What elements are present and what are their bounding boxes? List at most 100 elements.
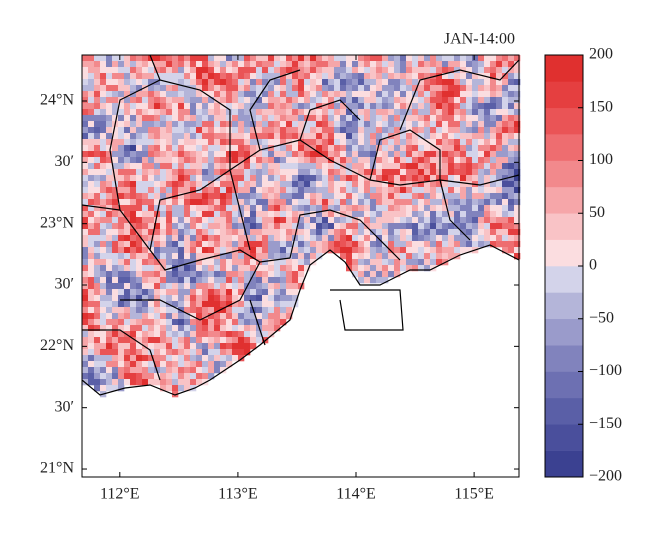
heat-cell: [190, 157, 197, 164]
heat-cell: [382, 199, 389, 206]
heat-cell: [394, 223, 401, 230]
heat-cell: [304, 151, 311, 158]
heat-cell: [106, 361, 113, 368]
heat-cell: [256, 187, 263, 194]
heat-cell: [118, 133, 125, 140]
heat-cell: [208, 355, 215, 362]
heat-cell: [286, 181, 293, 188]
heat-cell: [148, 151, 155, 158]
heat-cell: [478, 235, 485, 242]
heat-cell: [88, 211, 95, 218]
heat-cell: [118, 115, 125, 122]
heat-cell: [214, 55, 221, 62]
heat-cell: [340, 229, 347, 236]
heat-cell: [154, 73, 161, 80]
heat-cell: [154, 181, 161, 188]
heat-cell: [448, 55, 455, 62]
heat-cell: [82, 199, 89, 206]
heat-cell: [454, 217, 461, 224]
heat-cell: [280, 199, 287, 206]
heat-cell: [496, 73, 503, 80]
heat-cell: [160, 379, 167, 386]
heat-cell: [118, 157, 125, 164]
heat-cell: [142, 205, 149, 212]
heat-cell: [226, 97, 233, 104]
heat-cell: [190, 169, 197, 176]
heat-cell: [208, 109, 215, 116]
heat-cell: [172, 79, 179, 86]
heat-cell: [274, 325, 281, 332]
heat-cell: [364, 97, 371, 104]
heat-cell: [436, 127, 443, 134]
heat-cell: [124, 175, 131, 182]
heat-cell: [208, 91, 215, 98]
heat-cell: [346, 103, 353, 110]
heat-cell: [376, 103, 383, 110]
heat-cell: [136, 97, 143, 104]
heat-cell: [262, 301, 269, 308]
heat-cell: [502, 247, 509, 254]
heat-cell: [268, 103, 275, 110]
heat-cell: [478, 241, 485, 248]
heat-cell: [304, 187, 311, 194]
heat-cell: [478, 79, 485, 86]
heat-cell: [112, 313, 119, 320]
heat-cell: [154, 241, 161, 248]
heat-cell: [178, 193, 185, 200]
heat-cell: [298, 103, 305, 110]
heat-cell: [364, 169, 371, 176]
heat-cell: [172, 313, 179, 320]
heat-cell: [370, 229, 377, 236]
heat-cell: [166, 211, 173, 218]
heat-cell: [172, 121, 179, 128]
heat-cell: [244, 91, 251, 98]
heat-cell: [190, 199, 197, 206]
heat-cell: [376, 55, 383, 62]
heat-cell: [136, 319, 143, 326]
heat-cell: [262, 223, 269, 230]
heat-cell: [202, 187, 209, 194]
heat-cell: [370, 151, 377, 158]
heat-cell: [214, 271, 221, 278]
heat-cell: [280, 193, 287, 200]
heat-cell: [196, 211, 203, 218]
heat-cell: [94, 259, 101, 266]
heat-cell: [376, 199, 383, 206]
heat-cell: [172, 67, 179, 74]
heat-cell: [190, 91, 197, 98]
heat-cell: [436, 229, 443, 236]
heat-cell: [238, 331, 245, 338]
heat-cell: [160, 169, 167, 176]
heat-cell: [364, 217, 371, 224]
heat-cell: [316, 67, 323, 74]
heat-cell: [82, 187, 89, 194]
heat-cell: [190, 151, 197, 158]
heat-cell: [454, 175, 461, 182]
heat-cell: [304, 199, 311, 206]
heat-cell: [196, 127, 203, 134]
heat-cell: [388, 145, 395, 152]
heat-cell: [454, 145, 461, 152]
heat-cell: [304, 133, 311, 140]
heat-cell: [172, 139, 179, 146]
heat-cell: [364, 241, 371, 248]
heat-cell: [172, 265, 179, 272]
heat-cell: [358, 67, 365, 74]
heat-cell: [214, 295, 221, 302]
heat-cell: [118, 259, 125, 266]
heat-cell: [316, 247, 323, 254]
heat-cell: [328, 223, 335, 230]
heat-cell: [238, 109, 245, 116]
heat-cell: [136, 115, 143, 122]
heat-cell: [268, 313, 275, 320]
heat-cell: [454, 241, 461, 248]
heat-cell: [352, 97, 359, 104]
heat-cell: [94, 85, 101, 92]
heat-cell: [166, 253, 173, 260]
heat-cell: [118, 349, 125, 356]
heat-cell: [244, 169, 251, 176]
heat-cell: [250, 235, 257, 242]
heat-cell: [478, 139, 485, 146]
heat-cell: [346, 193, 353, 200]
heat-cell: [370, 121, 377, 128]
